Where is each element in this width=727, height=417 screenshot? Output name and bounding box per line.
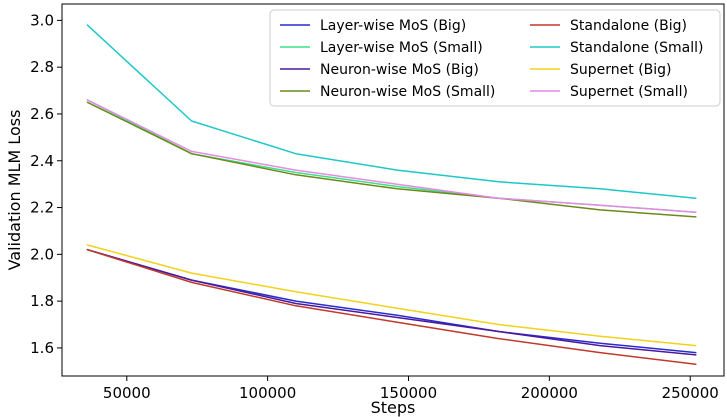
legend: Layer-wise MoS (Big) Layer-wise MoS (Smal…	[269, 9, 721, 107]
y-tick-label: 2.8	[30, 58, 54, 76]
y-tick-label: 2.4	[30, 152, 54, 170]
legend-box	[269, 9, 721, 107]
legend-entry-label: Layer-wise MoS (Big)	[320, 18, 466, 34]
y-tick-label: 1.6	[30, 339, 54, 357]
legend-entry-label: Standalone (Small)	[570, 40, 704, 56]
y-tick-label: 2.6	[30, 105, 54, 123]
x-tick-label: 250000	[662, 384, 719, 402]
series-layer	[86, 24, 697, 366]
legend-entry-label: Neuron-wise MoS (Small)	[320, 84, 495, 100]
plot-frame	[61, 3, 725, 377]
x-tick-label: 200000	[521, 384, 578, 402]
x-tick-label: 100000	[239, 384, 296, 402]
y-tick-label: 2.0	[30, 245, 54, 263]
y-tick-label: 2.2	[30, 199, 54, 217]
x-tick-label: 50000	[103, 384, 151, 402]
x-axis-label: Steps	[371, 398, 416, 417]
series-line-3	[86, 248, 697, 356]
series-line-5	[86, 248, 697, 366]
legend-entry-label: Supernet (Small)	[570, 84, 688, 100]
legend-entry-label: Supernet (Big)	[570, 62, 672, 78]
legend-entry-label: Standalone (Big)	[570, 18, 687, 34]
series-line-6	[86, 24, 697, 199]
x-axis-ticks: 50000 100000 150000 200000 250000	[103, 376, 719, 402]
series-line-4	[86, 101, 697, 218]
series-line-7	[86, 244, 697, 347]
y-axis-label: Validation MLM Loss	[5, 110, 24, 271]
y-axis-ticks: 1.6 1.8 2.0 2.2 2.4 2.6 2.8 3.0	[30, 11, 62, 357]
y-tick-label: 3.0	[30, 11, 54, 29]
x-tick-label: 150000	[380, 384, 437, 402]
series-line-8	[86, 99, 697, 213]
legend-entry-label: Neuron-wise MoS (Big)	[320, 62, 479, 78]
y-tick-label: 1.8	[30, 292, 54, 310]
legend-entry-label: Layer-wise MoS (Small)	[320, 40, 483, 56]
